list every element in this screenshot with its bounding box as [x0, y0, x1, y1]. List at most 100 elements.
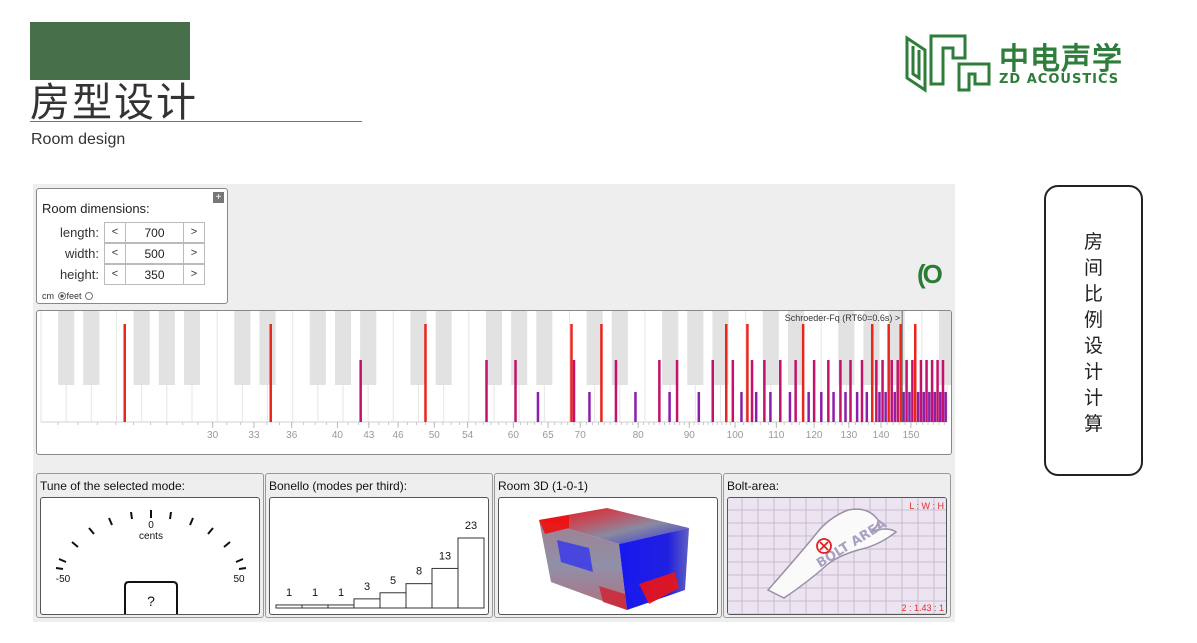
bonello-chart: 1 1 1 3 5 8 13 23 — [269, 497, 489, 615]
gauge-max-label: 50 — [233, 574, 245, 585]
plot-tick-label: 65 — [543, 430, 555, 441]
plot-tick-label: 43 — [363, 430, 375, 441]
plot-tick-label: 130 — [841, 430, 858, 441]
bonello-bar — [275, 604, 303, 609]
plot-tick-label: 80 — [633, 430, 645, 441]
bonello-panel: Bonello (modes per third): 1 1 1 3 5 8 13 23 — [265, 473, 493, 618]
unit-selector: cm feet — [42, 291, 94, 301]
length-increment-button[interactable]: > — [183, 222, 205, 243]
title-divider — [30, 121, 362, 122]
side-text-char: 算 — [1083, 413, 1103, 435]
tune-panel-title: Tune of the selected mode: — [40, 479, 185, 493]
piano-black-key — [360, 311, 377, 385]
bolt-area-shape — [766, 508, 898, 599]
plot-tick-label: 36 — [286, 430, 298, 441]
room3d-panel-title: Room 3D (1-0-1) — [498, 479, 589, 493]
room3d-panel: Room 3D (1-0-1) — [494, 473, 722, 618]
bonello-value-label: 5 — [390, 575, 396, 587]
piano-black-key — [435, 311, 452, 385]
side-text-char: 例 — [1083, 309, 1103, 331]
piano-black-key — [586, 311, 603, 385]
piano-black-key — [536, 311, 553, 385]
unit-cm-label: cm — [42, 291, 54, 301]
room3d-top-face — [539, 508, 689, 544]
width-decrement-button[interactable]: < — [104, 243, 126, 264]
width-row: width: < 500 > — [37, 243, 227, 264]
bonello-bar — [379, 592, 407, 609]
room3d-red-patch-3 — [599, 586, 627, 610]
bolt-area-grid — [728, 498, 946, 614]
height-input[interactable]: 350 — [126, 264, 183, 285]
plot-tick-label: 30 — [207, 430, 219, 441]
tune-meter: 0 cents -50 50 ? — [40, 497, 260, 615]
piano-black-key — [58, 311, 75, 385]
room-ratio-calculation-box: 房间比例设计计算 — [1044, 185, 1143, 476]
bonello-value-label: 1 — [286, 587, 292, 599]
bolt-area-chart[interactable]: BOLT AREA L : W : H 2 : 1.43 : 1 — [727, 497, 947, 615]
room-ratio-calculation-text: 房间比例设计计算 — [1046, 229, 1141, 437]
piano-black-key — [511, 311, 528, 385]
height-increment-button[interactable]: > — [183, 264, 205, 285]
plot-tick-label: 70 — [575, 430, 587, 441]
plot-tick-label: 33 — [248, 430, 260, 441]
bonello-value-label: 8 — [416, 566, 422, 578]
bonello-panel-title: Bonello (modes per third): — [269, 479, 408, 493]
width-label: width: — [65, 246, 99, 261]
room3d-red-patch-2 — [639, 572, 679, 604]
bolt-area-canvas: BOLT AREA L : W : H 2 : 1.43 : 1 — [728, 498, 946, 614]
piano-black-key — [938, 311, 951, 385]
room-mode-calculator: + Room dimensions: length: < 700 > width… — [33, 184, 955, 622]
plot-tick-label: 46 — [393, 430, 405, 441]
room-ratio-marker-cross — [819, 541, 829, 551]
logo-name-cn: 中电声学 — [999, 42, 1123, 77]
unit-feet-radio[interactable] — [85, 292, 94, 300]
expand-icon[interactable]: + — [213, 192, 224, 203]
length-label: length: — [59, 225, 99, 240]
length-input[interactable]: 700 — [126, 222, 183, 243]
side-text-char: 房 — [1083, 231, 1103, 253]
height-row: height: < 350 > — [37, 264, 227, 285]
plot-tick-label: 60 — [508, 430, 520, 441]
piano-black-key — [611, 311, 628, 385]
piano-black-key — [334, 311, 352, 385]
bolt-area-panel-title: Bolt-area: — [727, 479, 780, 493]
width-increment-button[interactable]: > — [183, 243, 205, 264]
room-mode-plot[interactable]: 30 33 36 40 43 46 50 54 60 65 70 80 90 100 110 120 130 14… — [36, 310, 952, 455]
bolt-area-panel: Bolt-area: BOLT AREA L : W : H 2 : 1.43 … — [723, 473, 951, 618]
piano-black-key — [309, 311, 326, 385]
bonello-bar — [431, 567, 459, 609]
plot-tick-label: 40 — [332, 430, 344, 441]
piano-black-key — [662, 311, 679, 385]
tune-panel: Tune of the selected mode: — [36, 473, 264, 618]
loading-spinner-icon: (O — [917, 259, 943, 289]
room-ratio-marker-icon — [816, 538, 832, 554]
piano-black-key — [133, 311, 150, 385]
unit-feet-label: feet — [66, 291, 82, 301]
width-input[interactable]: 500 — [126, 243, 183, 264]
gauge-min-label: -50 — [56, 574, 71, 585]
piano-black-key — [687, 311, 704, 385]
room3d-canvas — [539, 508, 689, 610]
room-dimensions-title: Room dimensions: — [42, 201, 150, 216]
room3d-view[interactable] — [498, 497, 718, 615]
gauge-readout-value: ? — [147, 593, 155, 609]
side-text-char: 计 — [1083, 361, 1103, 383]
unit-cm-radio[interactable] — [57, 292, 66, 300]
gauge-ticks — [55, 510, 247, 570]
plot-tick-label: 150 — [903, 430, 920, 441]
bonello-bar — [405, 583, 433, 609]
logo-mark-icon — [905, 34, 991, 93]
bonello-value-label: 1 — [312, 587, 318, 599]
side-text-char: 设 — [1083, 335, 1103, 357]
bonello-value-label: 13 — [439, 550, 451, 562]
piano-black-key — [712, 311, 729, 385]
gauge-readout-box — [124, 581, 178, 614]
bonello-bar — [301, 604, 329, 609]
piano-black-key — [259, 311, 276, 385]
height-decrement-button[interactable]: < — [104, 264, 126, 285]
logo-name-en: ZD ACOUSTICS — [999, 72, 1120, 87]
height-label: height: — [59, 267, 99, 282]
length-decrement-button[interactable]: < — [104, 222, 126, 243]
plot-tick-label: 140 — [873, 430, 890, 441]
